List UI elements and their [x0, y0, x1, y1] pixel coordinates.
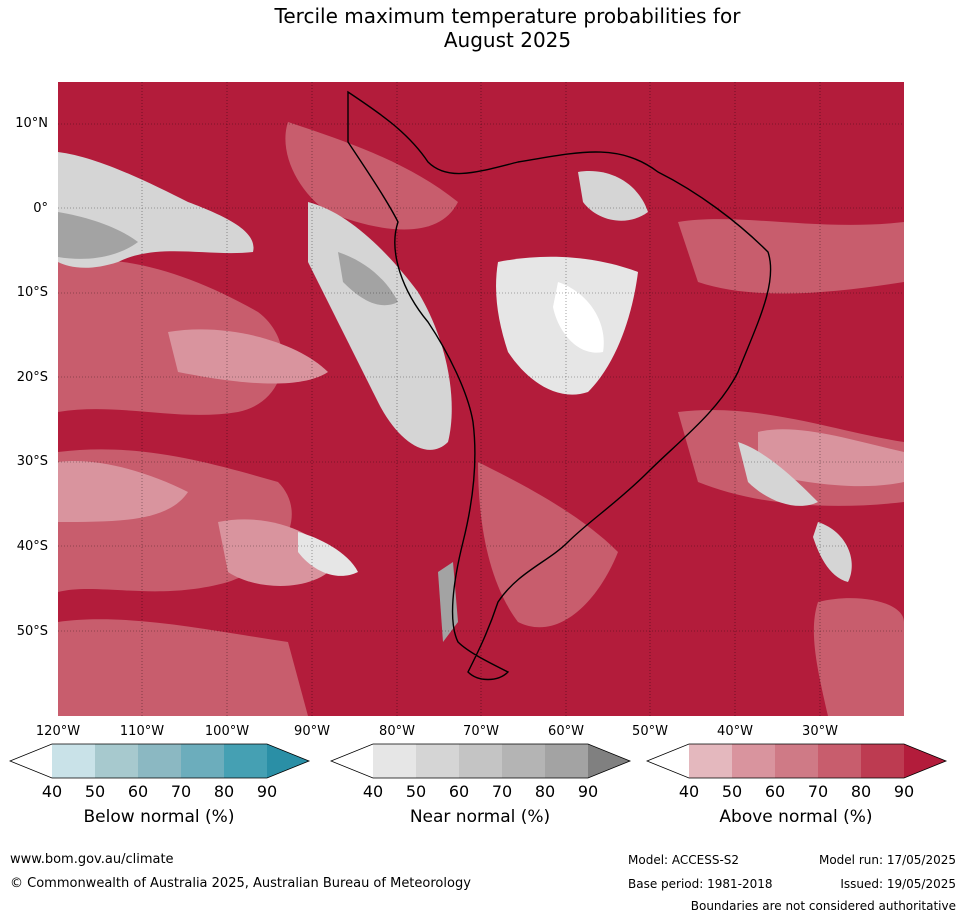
title-line-2: August 2025: [443, 28, 572, 52]
lat-label: 40°S: [16, 539, 48, 554]
lat-label: 10°S: [16, 285, 48, 300]
probability-map: [58, 82, 904, 716]
cb1-seg: [373, 744, 416, 778]
cb-tick: 70: [170, 782, 192, 801]
footer-url[interactable]: www.bom.gov.au/climate: [10, 852, 174, 867]
map-title: Tercile maximum temperature probabilitie…: [0, 4, 965, 52]
cb-tick: 80: [213, 782, 235, 801]
cb-tick: 60: [764, 782, 786, 801]
lon-label: 110°W: [119, 724, 165, 739]
title-line-1: Tercile maximum temperature probabilitie…: [274, 4, 741, 28]
lon-label: 40°W: [717, 724, 753, 739]
near-normal-zones: [58, 152, 852, 642]
lat-label: 10°N: [15, 116, 48, 131]
lon-label: 120°W: [35, 724, 81, 739]
cb-tick: 50: [721, 782, 743, 801]
cb2-seg: [904, 744, 946, 778]
lat-label: 50°S: [16, 624, 48, 639]
colorbar-above-normal: [646, 743, 948, 779]
colorbar-near-swatches: [331, 744, 630, 778]
footer-issued: Issued: 19/05/2025: [840, 877, 956, 891]
lon-label: 30°W: [802, 724, 838, 739]
footer-copyright: © Commonwealth of Australia 2025, Austra…: [10, 876, 471, 891]
lon-label: 100°W: [204, 724, 250, 739]
cb-tick: 60: [448, 782, 470, 801]
colorbar-near-normal: [330, 743, 632, 779]
colorbar-above-swatches: [647, 744, 946, 778]
cb2-seg: [818, 744, 861, 778]
cb0-seg: [52, 744, 95, 778]
lon-label: 60°W: [548, 724, 584, 739]
cb-tick: 60: [127, 782, 149, 801]
lat-label: 20°S: [16, 370, 48, 385]
cb-tick: 50: [405, 782, 427, 801]
cb1-seg: [588, 744, 630, 778]
colorbar-label-near: Near normal (%): [409, 807, 551, 827]
cb-tick: 80: [534, 782, 556, 801]
cb-tick: 90: [577, 782, 599, 801]
cb1-seg: [459, 744, 502, 778]
cb2-seg: [861, 744, 904, 778]
graticule: [58, 82, 904, 716]
colorbar-below-swatches: [10, 744, 309, 778]
colorbar-label-above: Above normal (%): [719, 807, 873, 827]
cb0-seg: [138, 744, 181, 778]
lon-label: 90°W: [294, 724, 330, 739]
lon-label: 50°W: [632, 724, 668, 739]
cb2-seg: [775, 744, 818, 778]
lat-label: 0°: [33, 201, 48, 216]
cb1-seg: [416, 744, 459, 778]
cb-tick: 80: [850, 782, 872, 801]
footer-model-run: Model run: 17/05/2025: [818, 853, 956, 867]
cb2-seg: [647, 744, 689, 778]
cb-tick: 70: [491, 782, 513, 801]
cb2-seg: [689, 744, 732, 778]
cb-tick: 40: [41, 782, 63, 801]
cb0-seg: [10, 744, 52, 778]
cb-tick: 40: [362, 782, 384, 801]
cb1-seg: [545, 744, 588, 778]
cb-tick: 90: [256, 782, 278, 801]
cb0-seg: [267, 744, 309, 778]
cb0-seg: [224, 744, 267, 778]
cb-tick: 50: [84, 782, 106, 801]
footer-disclaimer: Boundaries are not considered authoritat…: [690, 899, 956, 913]
cb1-seg: [331, 744, 373, 778]
cb-tick: 40: [678, 782, 700, 801]
colorbar-label-below: Below normal (%): [83, 807, 235, 827]
footer-model: Model: ACCESS-S2: [628, 853, 740, 867]
cb1-seg: [502, 744, 545, 778]
cb0-seg: [95, 744, 138, 778]
cb0-seg: [181, 744, 224, 778]
cb2-seg: [732, 744, 775, 778]
south-america-coastline: [347, 90, 772, 681]
colorbar-below-normal: [9, 743, 311, 779]
footer-base-period: Base period: 1981-2018: [628, 877, 773, 891]
lon-label: 70°W: [463, 724, 499, 739]
cb-tick: 90: [893, 782, 915, 801]
above-normal-60-zones: [58, 329, 904, 586]
lat-label: 30°S: [16, 454, 48, 469]
cb-tick: 70: [807, 782, 829, 801]
lon-label: 80°W: [379, 724, 415, 739]
